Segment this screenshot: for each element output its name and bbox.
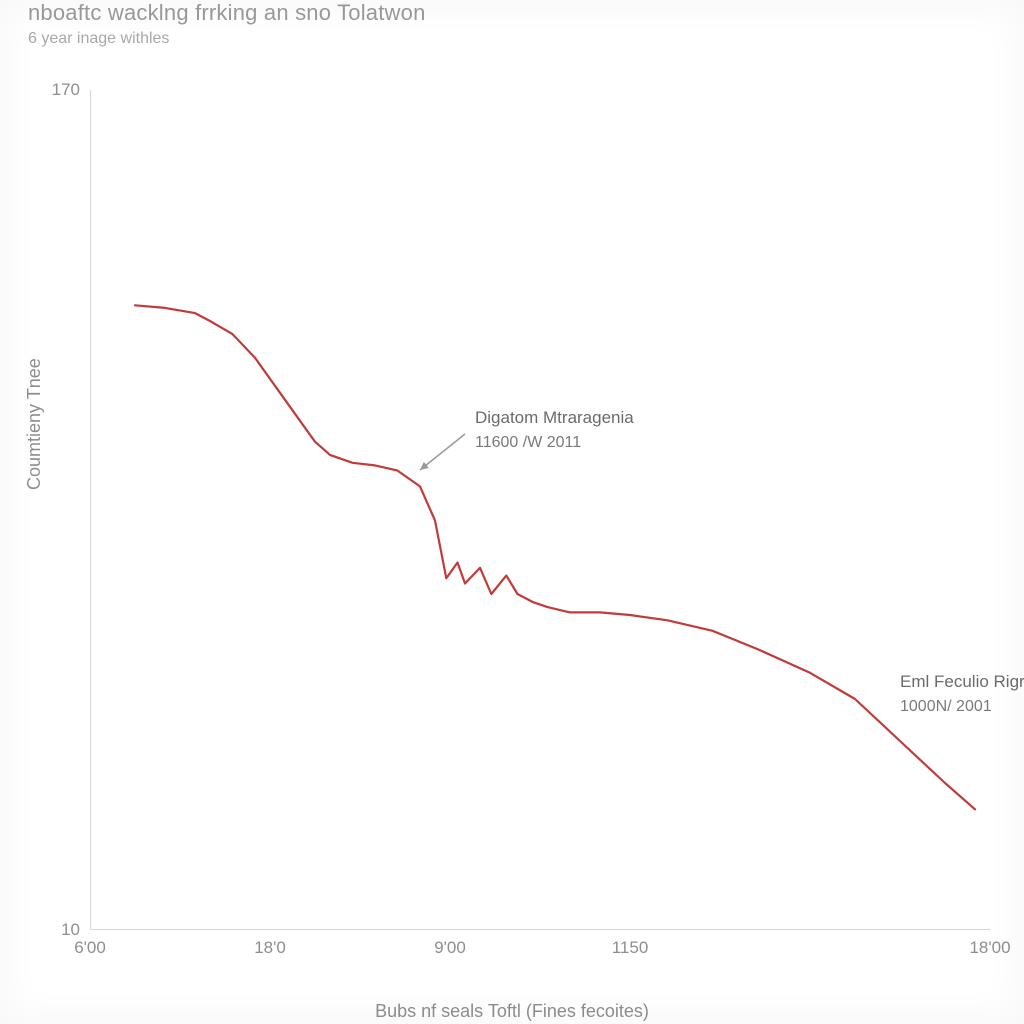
chart-subtitle: 6 year inage withles <box>28 30 169 48</box>
x-tick-label: 18'0 <box>254 938 286 958</box>
x-tick-label: 9'00 <box>434 938 466 958</box>
anno-2: Eml Feculio Rigras in1000N/ 2001 <box>900 670 1024 718</box>
x-axis-label: Bubs nf seals Toftl (Fines fecoites) <box>375 1001 649 1022</box>
chart-svg <box>90 90 990 930</box>
y-tick-label: 10 <box>61 920 80 940</box>
y-axis-label: Coumtieny Tnee <box>24 358 45 490</box>
chart-title: nboaftc wacklng frrking an sno Tolatwon <box>28 0 426 26</box>
annotation-line1: Eml Feculio Rigras in <box>900 670 1024 694</box>
plot-area: 10170 6'0018'09'00115018'00 Digatom Mtra… <box>90 90 990 930</box>
chart-container: nboaftc wacklng frrking an sno Tolatwon … <box>0 0 1024 1024</box>
annotation-line2: 11600 /W 2011 <box>475 432 634 454</box>
x-tick-label: 6'00 <box>74 938 106 958</box>
annotation-arrow <box>420 434 465 470</box>
x-tick-label: 18'00 <box>969 938 1010 958</box>
y-tick-label: 170 <box>52 80 80 100</box>
annotation-line1: Digatom Mtraragenia <box>475 406 634 430</box>
x-tick-label: 1150 <box>612 938 649 958</box>
data-line <box>135 305 975 809</box>
annotation-line2: 1000N/ 2001 <box>900 696 1024 718</box>
anno-1: Digatom Mtraragenia11600 /W 2011 <box>475 406 634 454</box>
